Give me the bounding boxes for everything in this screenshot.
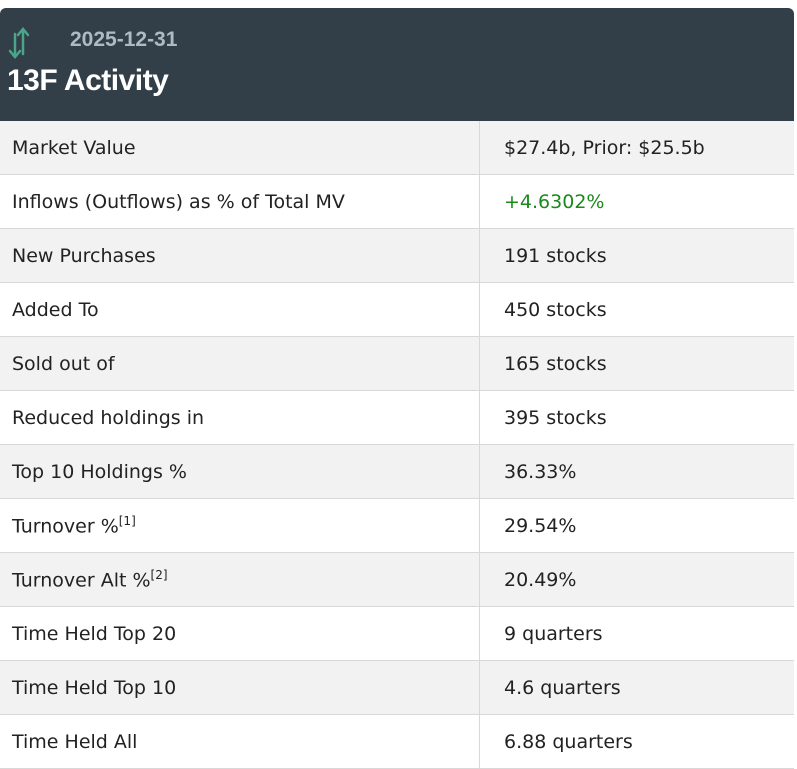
row-label: Reduced holdings in: [0, 390, 480, 445]
row-value: 450 stocks: [479, 282, 794, 337]
row-label: Turnover Alt %[2]: [0, 552, 480, 607]
row-value: $27.4b, Prior: $25.5b: [479, 121, 794, 175]
table-row: Added To 450 stocks: [0, 282, 794, 337]
row-value: 191 stocks: [479, 228, 794, 283]
report-date: 2025-12-31: [70, 28, 178, 51]
footnote-link[interactable]: [1]: [118, 513, 136, 528]
row-label: Turnover %[1]: [0, 498, 480, 553]
13f-activity-card: 2025-12-31 13F Activity Market Value $27.…: [0, 8, 794, 769]
row-label: Top 10 Holdings %: [0, 444, 480, 499]
row-label-text: Time Held All: [12, 730, 138, 753]
row-value: 20.49%: [479, 552, 794, 607]
row-label-text: Added To: [12, 298, 99, 321]
row-label: Time Held Top 20: [0, 606, 480, 661]
row-value: 36.33%: [479, 444, 794, 499]
row-label-text: Reduced holdings in: [12, 406, 205, 429]
footnote-link[interactable]: [2]: [150, 567, 168, 582]
up-down-arrows-icon: [8, 27, 30, 59]
table-row: Sold out of 165 stocks: [0, 336, 794, 391]
table-row: Time Held All 6.88 quarters: [0, 714, 794, 769]
table-row: Reduced holdings in 395 stocks: [0, 390, 794, 445]
table-row: Market Value $27.4b, Prior: $25.5b: [0, 121, 794, 175]
row-label-text: Sold out of: [12, 352, 115, 375]
row-label-text: Turnover Alt %: [12, 569, 151, 592]
row-label: Time Held Top 10: [0, 660, 480, 715]
row-label: New Purchases: [0, 228, 480, 283]
card-title: 13F Activity: [7, 64, 169, 97]
row-label: Added To: [0, 282, 480, 337]
table-row: Top 10 Holdings % 36.33%: [0, 444, 794, 499]
row-value: 395 stocks: [479, 390, 794, 445]
row-label: Inflows (Outflows) as % of Total MV: [0, 174, 480, 229]
row-label: Sold out of: [0, 336, 480, 391]
table-row: New Purchases 191 stocks: [0, 228, 794, 283]
row-label-text: Market Value: [12, 136, 136, 159]
table-row: Inflows (Outflows) as % of Total MV +4.63…: [0, 174, 794, 229]
row-value: 29.54%: [479, 498, 794, 553]
row-label-text: Time Held Top 10: [12, 676, 177, 699]
row-label-text: New Purchases: [12, 244, 156, 267]
row-value: +4.6302%: [479, 174, 794, 229]
card-header: 2025-12-31 13F Activity: [0, 8, 794, 121]
row-label-text: Time Held Top 20: [12, 622, 177, 645]
table-row: Turnover %[1] 29.54%: [0, 498, 794, 553]
row-label-text: Inflows (Outflows) as % of Total MV: [12, 190, 345, 213]
row-label: Market Value: [0, 121, 480, 175]
table-row: Time Held Top 10 4.6 quarters: [0, 660, 794, 715]
table-row: Turnover Alt %[2] 20.49%: [0, 552, 794, 607]
table-row: Time Held Top 20 9 quarters: [0, 606, 794, 661]
row-label: Time Held All: [0, 714, 480, 769]
row-value: 9 quarters: [479, 606, 794, 661]
row-value: 6.88 quarters: [479, 714, 794, 769]
row-label-text: Top 10 Holdings %: [12, 460, 187, 483]
row-value: 165 stocks: [479, 336, 794, 391]
row-value: 4.6 quarters: [479, 660, 794, 715]
row-label-text: Turnover %: [12, 515, 119, 538]
activity-table: Market Value $27.4b, Prior: $25.5b Inflows…: [0, 121, 794, 769]
